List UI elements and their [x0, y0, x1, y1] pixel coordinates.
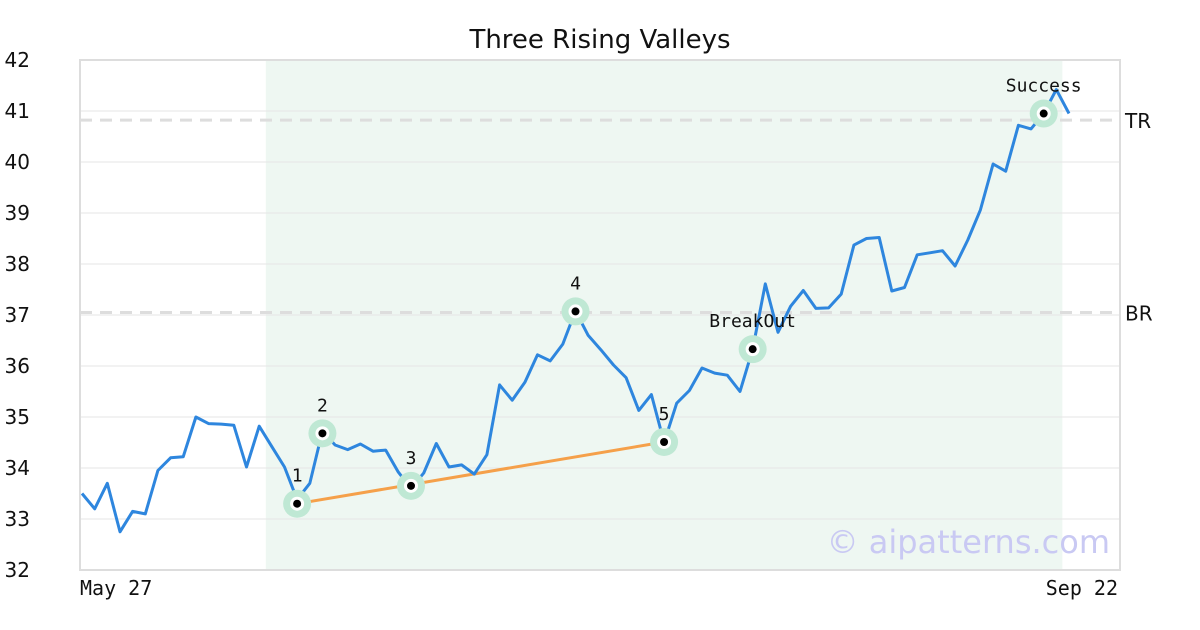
point-label-success: Success — [1006, 76, 1082, 97]
level-label-tr: TR — [1124, 109, 1151, 133]
x-tick-label-end: Sep 22 — [1046, 576, 1118, 600]
point-label-4: 4 — [570, 273, 581, 294]
point-label-1: 1 — [292, 466, 303, 487]
point-dot-breakout — [748, 345, 757, 354]
y-tick-label: 34 — [5, 456, 30, 480]
point-label-2: 2 — [317, 395, 328, 416]
y-tick-label: 35 — [5, 405, 30, 429]
y-tick-label: 41 — [5, 99, 30, 123]
point-label-5: 5 — [659, 404, 670, 425]
chart-title: Three Rising Valleys — [468, 25, 730, 55]
y-tick-label: 37 — [5, 303, 30, 327]
level-lines: TR BR — [80, 109, 1153, 325]
pattern-points: 1 2 3 4 5 BreakOut Success — [283, 76, 1082, 518]
point-dot-2 — [318, 429, 327, 438]
y-tick-label: 36 — [5, 354, 30, 378]
point-dot-3 — [407, 481, 415, 490]
point-dot-success — [1039, 109, 1048, 118]
point-dot-1 — [293, 499, 302, 508]
point-label-breakout: BreakOut — [709, 311, 796, 332]
plot-frame — [79, 59, 1121, 571]
point-dot-5 — [660, 437, 669, 446]
y-tick-label: 39 — [5, 201, 30, 225]
y-tick-label: 32 — [5, 558, 30, 582]
y-axis-ticks: 32 33 34 35 36 37 38 39 40 41 42 — [5, 48, 30, 582]
y-tick-label: 38 — [5, 252, 30, 276]
watermark: © aipatterns.com — [827, 523, 1110, 561]
y-tick-label: 40 — [5, 150, 30, 174]
point-dot-4 — [571, 307, 580, 316]
valley-trend-line — [296, 440, 665, 506]
level-label-br: BR — [1125, 301, 1153, 325]
point-label-3: 3 — [406, 448, 417, 469]
y-tick-label: 42 — [5, 48, 30, 72]
y-tick-label: 33 — [5, 507, 30, 531]
x-tick-label-start: May 27 — [80, 576, 152, 600]
